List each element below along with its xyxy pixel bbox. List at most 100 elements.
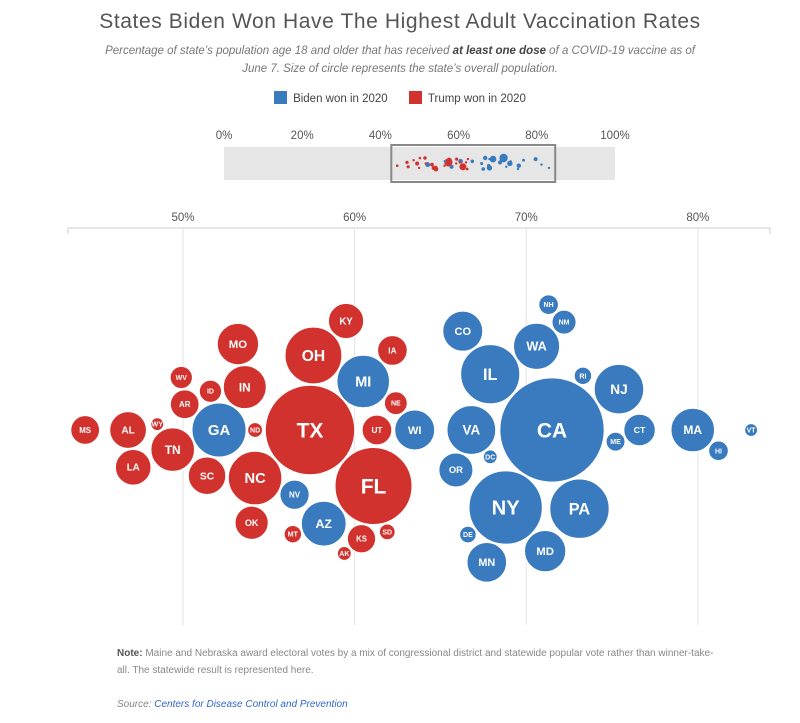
state-label: IL	[483, 366, 498, 384]
state-bubble-ct: CT	[623, 413, 656, 447]
state-circle	[169, 365, 193, 390]
state-bubble-ma: MA	[670, 407, 716, 453]
state-label: NJ	[610, 382, 627, 397]
overview-tick-label: 100%	[600, 130, 629, 142]
state-circle	[573, 366, 593, 386]
state-bubble-de: DE	[459, 525, 477, 544]
state-circle	[114, 449, 152, 486]
source-link[interactable]: Centers for Disease Control and Preventi…	[154, 699, 348, 710]
overview-dot-sd	[464, 161, 468, 164]
overview-tick-label: 0%	[216, 130, 233, 142]
overview-background	[224, 147, 615, 180]
state-label: HI	[715, 448, 722, 455]
state-bubble-mi: MI	[336, 354, 390, 409]
overview-dot-nh	[501, 159, 504, 162]
state-label: DE	[463, 532, 473, 539]
bubble-layer: CA TX FL NY PA IL OH GA NC MI NJ VA WA AZ MA TN IN MD MO CO…	[70, 294, 759, 583]
overview-dot-ut	[462, 163, 466, 166]
axis-tick-label: 70%	[515, 212, 538, 224]
state-circle	[187, 456, 227, 495]
chart-title: States Biden Won Have The Highest Adult …	[99, 10, 701, 33]
overview-tick-label: 40%	[369, 130, 392, 142]
state-label: NC	[244, 471, 266, 487]
state-circle	[283, 524, 303, 544]
overview-dot-ct	[522, 158, 525, 162]
state-circle	[378, 523, 396, 541]
state-label: MA	[683, 423, 702, 437]
state-label: TN	[165, 443, 181, 457]
state-bubble-ak: AK	[336, 546, 352, 561]
overview-strip: 0% 20% 40% 60% 80% 100%	[216, 130, 630, 183]
state-label: OH	[302, 348, 325, 365]
state-bubble-wv: WV	[169, 365, 193, 390]
state-circle	[150, 427, 196, 472]
overview-dot-az	[449, 164, 454, 169]
state-circle	[169, 389, 200, 420]
state-bubble-co: CO	[442, 310, 484, 352]
state-label: WV	[176, 375, 188, 382]
subtitle-emphasis: at least one dose	[452, 45, 546, 57]
overview-dot-sc	[423, 156, 427, 160]
state-label: ND	[250, 427, 260, 434]
overview-dot-ak	[455, 162, 458, 165]
state-label: SC	[200, 471, 215, 482]
state-label: NV	[289, 491, 301, 500]
overview-dot-wi	[470, 159, 475, 164]
state-circle	[284, 326, 343, 385]
overview-dot-nd	[434, 165, 438, 168]
state-circle	[499, 377, 605, 483]
state-circle	[216, 322, 260, 366]
overview-dot-ma	[533, 157, 538, 162]
overview-dot-nv	[443, 159, 447, 163]
state-label: NE	[391, 401, 401, 408]
state-circle	[234, 505, 269, 540]
state-label: CT	[634, 425, 646, 435]
state-circle	[551, 309, 577, 335]
state-bubble-dc: DC	[482, 449, 498, 465]
state-label: KS	[356, 535, 367, 544]
state-label: WA	[526, 340, 546, 354]
state-bubble-tn: TN	[150, 427, 196, 472]
state-label: VT	[747, 427, 757, 434]
state-circle	[460, 344, 521, 405]
legend-item-trump: Trump won in 2020	[408, 91, 526, 105]
state-bubble-ar: AR	[169, 389, 200, 420]
state-bubble-al: AL	[109, 411, 147, 449]
state-circle	[605, 431, 626, 452]
note-text: Maine and Nebraska award electoral votes…	[117, 648, 714, 676]
state-circle	[361, 414, 393, 446]
state-bubble-sc: SC	[187, 456, 227, 495]
axis-tick-label: 80%	[686, 212, 709, 224]
state-circle	[744, 423, 759, 437]
state-circle	[523, 529, 567, 573]
state-bubble-mo: MO	[216, 322, 260, 366]
state-label: SD	[382, 529, 392, 536]
overview-dot-oh	[446, 157, 452, 163]
state-circle	[549, 478, 610, 539]
legend-label-trump: Trump won in 2020	[427, 93, 526, 105]
overview-tick-label: 20%	[291, 130, 314, 142]
source-label: Source:	[117, 699, 155, 710]
overview-dot-wv	[417, 166, 421, 170]
state-circle	[623, 413, 656, 447]
state-bubble-hi: HI	[708, 440, 729, 462]
overview-dot-ne	[466, 157, 470, 161]
state-bubble-il: IL	[460, 344, 521, 405]
state-label: AL	[121, 426, 134, 437]
legend-swatch-biden	[274, 91, 288, 104]
state-bubble-ks: KS	[346, 524, 377, 554]
overview-dot-ia	[465, 167, 469, 171]
state-label: NM	[559, 320, 570, 327]
state-circle	[377, 335, 408, 366]
legend-item-biden: Biden won in 2020	[274, 91, 388, 105]
state-label: LA	[127, 463, 140, 474]
overview-dot-mt	[443, 164, 446, 167]
state-label: OK	[245, 518, 259, 528]
state-bubble-fl: FL	[334, 447, 413, 526]
overview-dot-co	[481, 167, 486, 171]
state-circle	[327, 302, 365, 340]
state-circle	[468, 470, 543, 545]
state-label: CA	[537, 419, 567, 442]
state-bubble-ga: GA	[191, 402, 247, 458]
